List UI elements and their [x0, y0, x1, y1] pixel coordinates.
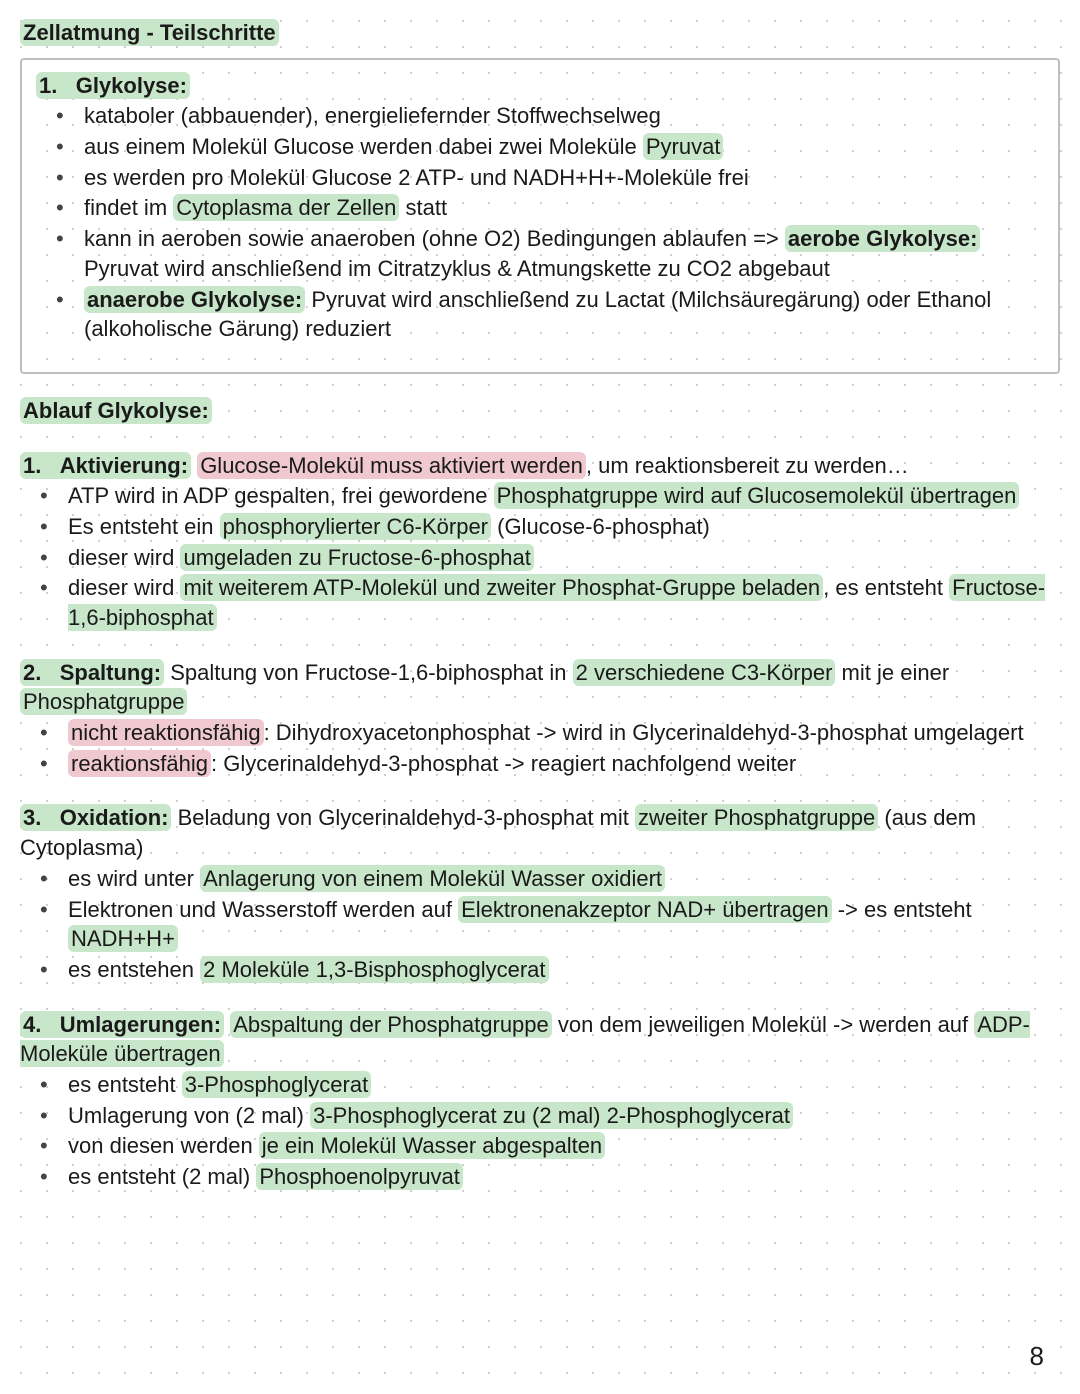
list-text: Umlagerung von (2 mal) 3-Phosphoglycerat… — [68, 1101, 1060, 1131]
list-text: dieser wird mit weiterem ATP-Molekül und… — [68, 573, 1060, 632]
list-text: Es entsteht ein phosphorylierter C6-Körp… — [68, 512, 1060, 542]
list-item: •reaktionsfähig: Glycerinaldehyd-3-phosp… — [20, 749, 1060, 779]
list-text: es entsteht (2 mal) Phosphoenolpyruvat — [68, 1162, 1060, 1192]
list-item: •Umlagerung von (2 mal) 3-Phosphoglycera… — [20, 1101, 1060, 1131]
bullet-icon: • — [38, 895, 68, 954]
list-text: kann in aeroben sowie anaeroben (ohne O2… — [84, 224, 1044, 283]
list-item: •findet im Cytoplasma der Zellen statt — [36, 193, 1044, 223]
list-item: •kataboler (abbauender), energieliefernd… — [36, 101, 1044, 131]
step-heading: 3. Oxidation: Beladung von Glycerinaldeh… — [20, 803, 1060, 862]
bullet-icon: • — [38, 1131, 68, 1161]
list-text: ATP wird in ADP gespalten, frei geworden… — [68, 481, 1060, 511]
bullet-icon: • — [38, 718, 68, 748]
bullet-icon: • — [54, 193, 84, 223]
list-text: findet im Cytoplasma der Zellen statt — [84, 193, 1044, 223]
bullet-icon: • — [38, 955, 68, 985]
list-item: •anaerobe Glykolyse: Pyruvat wird anschl… — [36, 285, 1044, 344]
page-title-text: Zellatmung - Teilschritte — [20, 19, 279, 46]
list-item: •es wird unter Anlagerung von einem Mole… — [20, 864, 1060, 894]
bullet-icon: • — [38, 1070, 68, 1100]
list-text: nicht reaktionsfähig: Dihydroxyacetonpho… — [68, 718, 1060, 748]
spacer — [20, 426, 1060, 450]
list-item: •nicht reaktionsfähig: Dihydroxyacetonph… — [20, 718, 1060, 748]
list-item: •es entsteht 3-Phosphoglycerat — [20, 1070, 1060, 1100]
list-text: Elektronen und Wasserstoff werden auf El… — [68, 895, 1060, 954]
bullet-icon: • — [38, 864, 68, 894]
list-text: reaktionsfähig: Glycerinaldehyd-3-phosph… — [68, 749, 1060, 779]
section-heading-text: Ablauf Glykolyse: — [23, 398, 209, 423]
list-item: •Elektronen und Wasserstoff werden auf E… — [20, 895, 1060, 954]
list-item: •kann in aeroben sowie anaeroben (ohne O… — [36, 224, 1044, 283]
spacer — [20, 633, 1060, 657]
step-heading: 1. Aktivierung: Glucose-Molekül muss akt… — [20, 451, 1060, 481]
box-heading: 1. Glykolyse: — [36, 71, 1044, 101]
box-heading-label: Glykolyse: — [76, 73, 187, 98]
list-text: es werden pro Molekül Glucose 2 ATP- und… — [84, 163, 1044, 193]
summary-box: 1. Glykolyse: •kataboler (abbauender), e… — [20, 58, 1060, 374]
bullet-icon: • — [54, 285, 84, 344]
list-text: kataboler (abbauender), energieliefernde… — [84, 101, 1044, 131]
list-text: es entstehen 2 Moleküle 1,3-Bisphosphogl… — [68, 955, 1060, 985]
bullet-icon: • — [38, 1101, 68, 1131]
bullet-icon: • — [38, 512, 68, 542]
list-item: •dieser wird umgeladen zu Fructose-6-pho… — [20, 543, 1060, 573]
list-item: •es werden pro Molekül Glucose 2 ATP- un… — [36, 163, 1044, 193]
list-text: es entsteht 3-Phosphoglycerat — [68, 1070, 1060, 1100]
list-text: es wird unter Anlagerung von einem Molek… — [68, 864, 1060, 894]
spacer — [20, 778, 1060, 802]
bullet-icon: • — [54, 224, 84, 283]
list-item: •dieser wird mit weiterem ATP-Molekül un… — [20, 573, 1060, 632]
list-item: •Es entsteht ein phosphorylierter C6-Kör… — [20, 512, 1060, 542]
page-title: Zellatmung - Teilschritte — [20, 18, 1060, 48]
bullet-icon: • — [38, 543, 68, 573]
list-item: •es entstehen 2 Moleküle 1,3-Bisphosphog… — [20, 955, 1060, 985]
spacer — [20, 985, 1060, 1009]
list-text: aus einem Molekül Glucose werden dabei z… — [84, 132, 1044, 162]
list-item: •ATP wird in ADP gespalten, frei geworde… — [20, 481, 1060, 511]
list-text: anaerobe Glykolyse: Pyruvat wird anschli… — [84, 285, 1044, 344]
page-number: 8 — [1030, 1339, 1044, 1374]
box-heading-num: 1. — [39, 73, 57, 98]
bullet-icon: • — [54, 132, 84, 162]
step-heading: 4. Umlagerungen: Abspaltung der Phosphat… — [20, 1010, 1060, 1069]
bullet-icon: • — [38, 573, 68, 632]
bullet-icon: • — [54, 163, 84, 193]
bullet-icon: • — [38, 1162, 68, 1192]
bullet-icon: • — [54, 101, 84, 131]
list-item: •von diesen werden je ein Molekül Wasser… — [20, 1131, 1060, 1161]
list-text: von diesen werden je ein Molekül Wasser … — [68, 1131, 1060, 1161]
step-heading: 2. Spaltung: Spaltung von Fructose-1,6-b… — [20, 658, 1060, 717]
bullet-icon: • — [38, 481, 68, 511]
list-item: •es entsteht (2 mal) Phosphoenolpyruvat — [20, 1162, 1060, 1192]
bullet-icon: • — [38, 749, 68, 779]
list-text: dieser wird umgeladen zu Fructose-6-phos… — [68, 543, 1060, 573]
section-heading: Ablauf Glykolyse: — [20, 396, 1060, 426]
list-item: •aus einem Molekül Glucose werden dabei … — [36, 132, 1044, 162]
